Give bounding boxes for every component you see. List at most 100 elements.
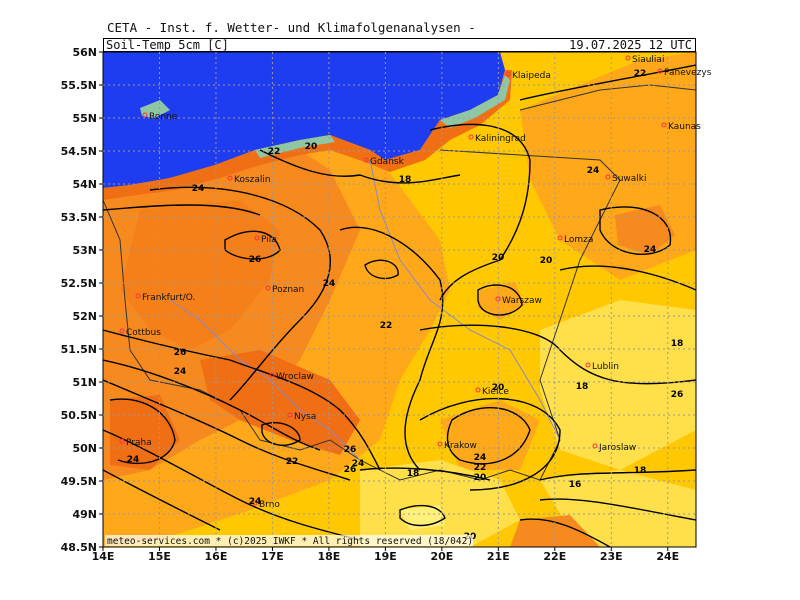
lon-tick-label: 20E	[430, 550, 453, 563]
contour-value-label: 22	[268, 147, 281, 157]
contour-value-label: 22	[634, 69, 647, 79]
city-marker	[363, 157, 369, 163]
city-label: Frankfurt/O.	[142, 293, 195, 303]
contour-value-label: 16	[569, 480, 582, 490]
contour-value-label: 18	[407, 469, 420, 479]
lon-tick-label: 16E	[205, 550, 228, 563]
parameter-label: Soil-Temp_5cm_[C]	[106, 38, 229, 52]
city-marker	[254, 235, 260, 241]
city-marker	[495, 296, 501, 302]
copyright-footer: meteo-services.com * (c)2025 IWKF * All …	[107, 536, 473, 547]
city-label: Kaliningrad	[475, 134, 526, 144]
lat-tick-label: 54.5N	[61, 145, 97, 158]
bornholm-island	[140, 100, 170, 118]
contour-value-label: 24	[474, 453, 487, 463]
contour-value-label: 18	[576, 382, 589, 392]
city-label: Nysa	[294, 412, 316, 422]
contour-value-label: 24	[587, 166, 600, 176]
isotherm-lines	[103, 64, 696, 547]
city-label: Suwalki	[612, 174, 647, 184]
contour-value-label: 18	[634, 466, 647, 476]
contour-value-label: 20	[492, 253, 505, 263]
lat-tick-label: 50N	[72, 442, 97, 455]
contour-value-label: 24	[192, 184, 205, 194]
contour-value-label: 26	[249, 255, 262, 265]
lon-tick-label: 14E	[92, 550, 115, 563]
contour-value-label: 24	[127, 455, 140, 465]
lon-tick-label: 18E	[317, 550, 340, 563]
latitude-axis: 56N 55.5N 55N 54.5N 54N 53.5N 53N 52.5N 52N 51.5N…	[61, 46, 103, 554]
city-marker	[142, 112, 148, 118]
city-marker	[661, 122, 667, 128]
lat-tick-label: 52.5N	[61, 277, 97, 290]
lon-tick-label: 17E	[261, 550, 284, 563]
city-label: Kaunas	[668, 122, 701, 132]
river-oder	[169, 299, 361, 461]
field-18-lublin	[540, 300, 696, 470]
lat-tick-label: 51.5N	[61, 343, 97, 356]
lat-tick-label: 53.5N	[61, 211, 97, 224]
city-marker	[437, 441, 443, 447]
coast-land-pomerania	[255, 135, 335, 158]
lon-tick-label: 24E	[656, 550, 679, 563]
city-marker	[265, 285, 271, 291]
contour-value-label: 20	[474, 473, 487, 483]
city-label: Cottbus	[126, 328, 161, 338]
lon-tick-label: 22E	[543, 550, 566, 563]
lon-tick-label: 19E	[374, 550, 397, 563]
contour-value-label: 22	[474, 463, 487, 473]
contour-value-label: 26	[344, 465, 357, 475]
field-warm-corner	[510, 515, 600, 547]
city-label: Jaroslaw	[598, 443, 636, 453]
valid-time-label: 19.07.2025 12 UTC	[569, 38, 692, 52]
city-label: Brno	[259, 500, 280, 510]
lat-tick-label: 56N	[72, 46, 97, 59]
city-label: Koszalin	[234, 175, 271, 185]
city-label: Gdansk	[370, 157, 405, 167]
city-label: Poznan	[272, 285, 304, 295]
lat-tick-label: 55N	[72, 112, 97, 125]
city-marker	[475, 387, 481, 393]
city-label: Lomza	[564, 235, 593, 245]
lat-lon-grid	[103, 52, 696, 547]
city-label: Pila	[261, 235, 277, 245]
contour-value-label: 24	[174, 367, 187, 377]
contour-value-label: 26	[671, 390, 684, 400]
lat-tick-label: 49N	[72, 508, 97, 521]
contour-value-label: 26	[344, 445, 357, 455]
field-22-warszaw	[478, 282, 525, 320]
city-label: Kielce	[482, 387, 509, 397]
footer-bg	[105, 535, 473, 546]
contour-value-label: 24	[249, 497, 262, 507]
contour-value-label: 24	[352, 459, 365, 469]
contour-value-label: 18	[399, 175, 412, 185]
city-label: Lublin	[592, 362, 619, 372]
city-label: Warszaw	[502, 296, 542, 306]
city-marker	[557, 235, 563, 241]
city-marker	[119, 328, 125, 334]
source-title: CETA - Inst. f. Wetter- und Klimafolgena…	[107, 20, 476, 35]
contour-value-label: 22	[380, 321, 393, 331]
lat-tick-label: 48.5N	[61, 541, 97, 554]
city-label: Krakow	[444, 441, 477, 451]
city-label: Praha	[126, 438, 152, 448]
lon-tick-label: 15E	[148, 550, 171, 563]
contour-value-label: 20	[305, 142, 318, 152]
city-marker	[585, 362, 591, 368]
coast-land-curonian	[440, 75, 510, 128]
city-marker	[605, 174, 611, 180]
lat-tick-label: 54N	[72, 178, 97, 191]
city-label: Wroclaw	[276, 372, 314, 382]
city-marker	[657, 68, 663, 74]
country-border-east	[439, 149, 621, 481]
contour-value-label: 24	[644, 245, 657, 255]
contour-value-label: 18	[671, 339, 684, 349]
city-label: Siauliai	[632, 55, 664, 65]
lat-tick-label: 49.5N	[61, 475, 97, 488]
city-marker	[468, 134, 474, 140]
city-marker	[592, 443, 598, 449]
lat-tick-label: 52N	[72, 310, 97, 323]
